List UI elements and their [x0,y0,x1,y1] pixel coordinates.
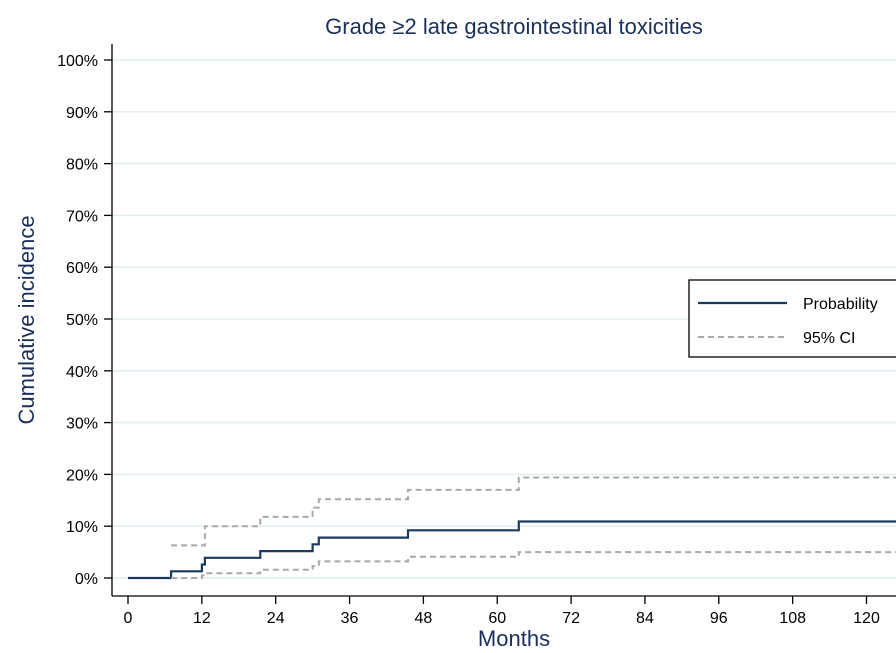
y-tick-label: 50% [66,312,98,329]
legend-label-probability: Probability [803,296,878,313]
y-tick-label: 60% [66,260,98,277]
x-tick-label: 84 [636,610,654,627]
y-tick-label: 30% [66,416,98,433]
y-tick-label: 70% [66,208,98,225]
x-tick-label: 60 [488,610,506,627]
y-tick-label: 10% [66,519,98,536]
x-tick-label: 72 [562,610,580,627]
y-tick-label: 40% [66,364,98,381]
chart-title: Grade ≥2 late gastrointestinal toxicitie… [325,14,703,39]
y-tick-label: 80% [66,157,98,174]
x-tick-label: 24 [267,610,285,627]
ci-lower-line [171,551,896,579]
ci-upper-line [171,476,896,547]
x-tick-label: 96 [710,610,728,627]
x-tick-label: 108 [779,610,806,627]
y-tick-label: 100% [57,53,98,70]
x-tick-label: 12 [193,610,211,627]
y-tick-label: 90% [66,105,98,122]
legend: Probability 95% CI [688,279,896,358]
y-axis-label: Cumulative incidence [14,215,39,424]
legend-label-ci: 95% CI [803,330,855,347]
probability-line [128,520,896,580]
x-tick-label: 120 [853,610,880,627]
x-tick-label: 48 [415,610,433,627]
x-tick-label: 0 [124,610,133,627]
x-axis-label: Months [478,626,550,651]
legend-box [688,279,896,358]
plot-lines [128,476,896,580]
y-tick-label: 0% [75,571,98,588]
axes: 0% 10% 20% 30% 40% 50% 60% 70% 80% 90% 100% 0 12 24 36… [57,44,896,627]
y-tick-label: 20% [66,467,98,484]
grid [112,59,896,579]
x-tick-label: 36 [341,610,359,627]
